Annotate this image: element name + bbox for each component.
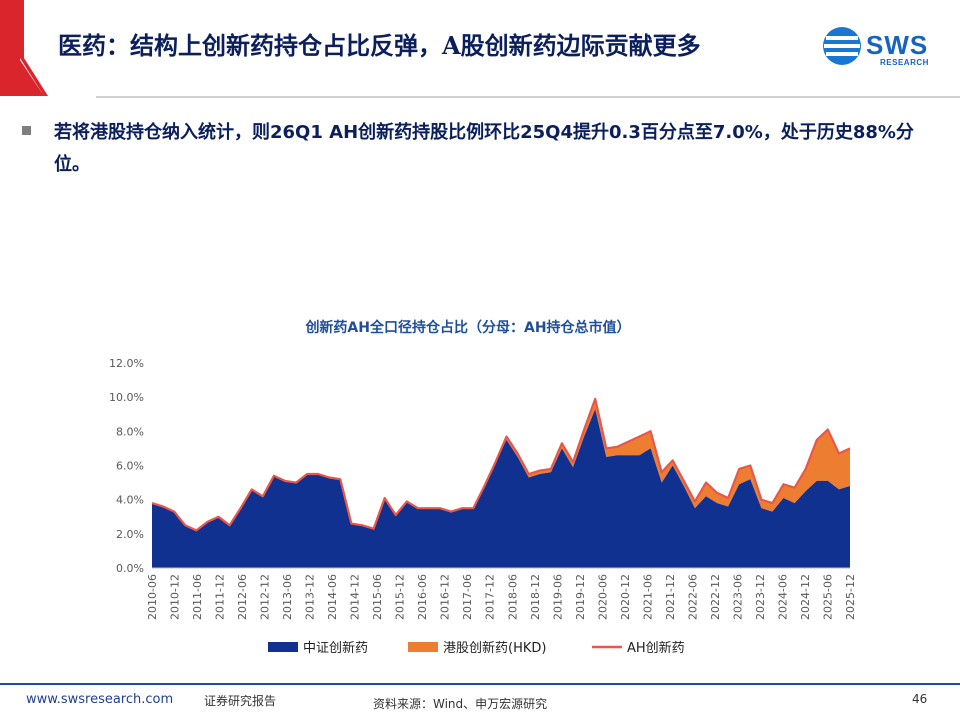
x-tick-label: 2019-06 [551, 574, 564, 620]
x-tick-label: 2012-12 [259, 574, 272, 620]
header-red-corner [0, 0, 50, 100]
x-tick-label: 2010-06 [146, 574, 159, 620]
x-tick-label: 2024-12 [799, 574, 812, 620]
x-tick-label: 2015-12 [394, 574, 407, 620]
bullet-square-icon [22, 126, 31, 135]
x-tick-label: 2014-12 [349, 574, 362, 620]
summary-text: 若将港股持仓纳入统计，则26Q1 AH创新药持股比例环比25Q4提升0.3百分点… [54, 122, 914, 175]
x-tick-label: 2022-12 [709, 574, 722, 620]
x-tick-label: 2021-12 [664, 574, 677, 620]
x-tick-label: 2022-06 [686, 574, 699, 620]
series-line-ah-innovative-drug [151, 397, 851, 532]
logo-text: SWS [866, 30, 929, 60]
y-tick-label: 0.0% [116, 562, 144, 575]
legend-item-csi: 中证创新药 [303, 640, 368, 656]
y-tick-label: 4.0% [116, 494, 144, 507]
x-tick-label: 2011-06 [191, 574, 204, 620]
x-tick-label: 2015-06 [371, 574, 384, 620]
logo-subtext: RESEARCH [880, 58, 929, 67]
legend-swatch [408, 642, 438, 652]
legend-item-ah: AH创新药 [627, 640, 685, 656]
x-tick-label: 2013-06 [281, 574, 294, 620]
area-chart: 创新药AH全口径持仓占比（分母：AH持仓总市值） 0.0% 2.0% 4.0% 6.0%… [109, 319, 857, 656]
x-tick-label: 2020-06 [596, 574, 609, 620]
footer-source: 资料来源：Wind、申万宏源研究 [373, 697, 548, 711]
x-tick-label: 2012-06 [236, 574, 249, 620]
x-tick-label: 2017-06 [461, 574, 474, 620]
x-tick-label: 2011-12 [214, 574, 227, 620]
footer-doc-type: 证券研究报告 [204, 694, 277, 708]
x-tick-label: 2013-12 [304, 574, 317, 620]
x-tick-label: 2024-06 [777, 574, 790, 620]
y-tick-label: 10.0% [109, 391, 144, 404]
x-tick-label: 2023-12 [754, 574, 767, 620]
x-tick-label: 2025-12 [844, 574, 857, 620]
x-tick-label: 2017-12 [484, 574, 497, 620]
legend-item-hk: 港股创新药(HKD) [443, 640, 546, 656]
series-area-csi-innovative-drug [152, 409, 850, 568]
page-title: 医药：结构上创新药持仓占比反弹，A股创新药边际贡献更多 [58, 31, 701, 60]
footer-website-link[interactable]: www.swsresearch.com [26, 692, 174, 707]
x-tick-label: 2018-12 [529, 574, 542, 620]
x-tick-label: 2018-06 [506, 574, 519, 620]
x-tick-label: 2025-06 [822, 574, 835, 620]
header-divider [96, 96, 960, 98]
sws-logo-icon [823, 27, 861, 65]
chart-title: 创新药AH全口径持仓占比（分母：AH持仓总市值） [304, 319, 630, 336]
x-tick-label: 2010-12 [169, 574, 182, 620]
footer-divider [0, 683, 960, 685]
x-tick-label: 2016-12 [439, 574, 452, 620]
x-tick-label: 2014-06 [326, 574, 339, 620]
y-tick-label: 2.0% [116, 528, 144, 541]
x-tick-label: 2020-12 [619, 574, 632, 620]
y-tick-label: 12.0% [109, 357, 144, 370]
x-tick-label: 2019-12 [574, 574, 587, 620]
page-number: 46 [912, 692, 928, 706]
x-tick-label: 2021-06 [641, 574, 654, 620]
x-tick-label: 2016-06 [416, 574, 429, 620]
y-tick-label: 6.0% [116, 460, 144, 473]
x-tick-label: 2023-06 [731, 574, 744, 620]
y-tick-label: 8.0% [116, 425, 144, 438]
legend-swatch [268, 642, 298, 652]
